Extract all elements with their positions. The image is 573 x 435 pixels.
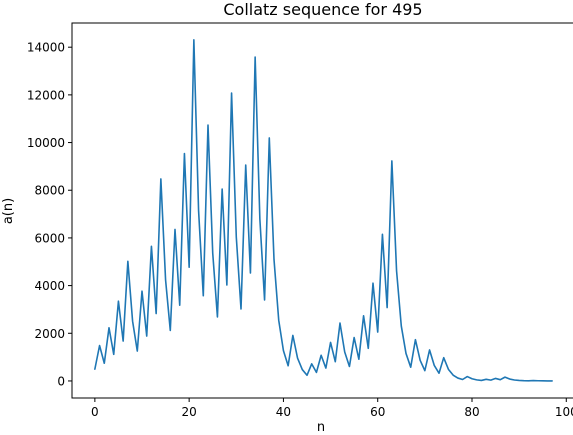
plot-frame [71,22,573,399]
x-axis-ticks: 0 20 40 60 80 100 [91,398,573,419]
x-axis-label: n [317,420,325,435]
x-tick-label: 20 [182,405,197,419]
series-layer [94,39,553,382]
y-tick-label: 4000 [34,279,65,293]
plot-area [72,23,573,398]
y-tick-label: 10000 [27,136,65,150]
y-tick-label: 8000 [34,184,65,198]
y-axis-ticks: 0 2000 4000 6000 8000 10000 12000 14000 [27,41,72,388]
x-tick-label: 0 [91,405,99,419]
x-tick-label: 100 [555,405,573,419]
y-tick-label: 2000 [34,327,65,341]
x-tick-label: 40 [276,405,291,419]
y-tick-label: 14000 [27,41,65,55]
x-tick-label: 60 [370,405,385,419]
chart-title: Collatz sequence for 495 [223,0,422,19]
y-tick-label: 0 [57,374,65,388]
x-tick-label: 80 [464,405,479,419]
series-line [94,39,553,382]
y-axis-label: a(n) [1,198,16,224]
y-tick-label: 6000 [34,231,65,245]
y-tick-label: 12000 [27,88,65,102]
